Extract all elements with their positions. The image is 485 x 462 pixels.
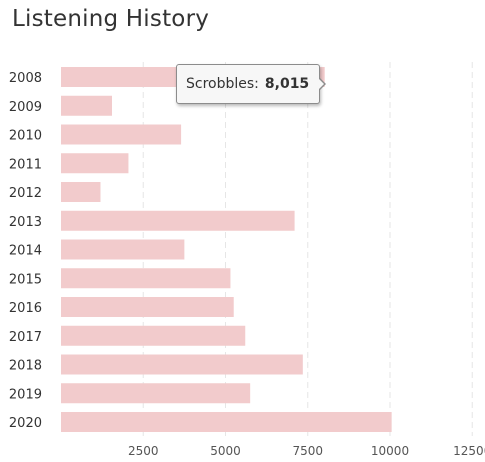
bar-tooltip: Scrobbles: 8,015 [176, 64, 326, 104]
category-label-2008: 2008 [9, 71, 42, 86]
category-label-2019: 2019 [9, 387, 42, 402]
bar-2020 [61, 412, 392, 432]
bar-2017 [61, 325, 246, 346]
bar-2019 [61, 383, 251, 404]
bar-2013 [61, 210, 295, 231]
bar-2012 [61, 182, 101, 202]
category-label-2013: 2013 [9, 215, 42, 230]
bar-2016 [61, 297, 234, 317]
bar-2009 [61, 95, 112, 116]
category-label-2011: 2011 [9, 157, 42, 172]
category-label-2020: 2020 [9, 416, 42, 431]
bar-2010 [61, 124, 182, 145]
x-tick-label-5000: 5000 [210, 444, 241, 458]
category-label-2017: 2017 [9, 330, 42, 345]
bar-2015 [61, 268, 231, 289]
category-label-2010: 2010 [9, 129, 42, 144]
tooltip-pointer-fill [318, 78, 324, 90]
x-tick-label-10000: 10000 [371, 444, 409, 458]
bar-2014 [61, 239, 185, 260]
category-label-2009: 2009 [9, 100, 42, 115]
tooltip-label: Scrobbles: [186, 76, 259, 92]
category-label-2018: 2018 [9, 359, 42, 374]
category-label-2012: 2012 [9, 186, 42, 201]
x-tick-label-2500: 2500 [128, 444, 159, 458]
category-label-2014: 2014 [9, 244, 42, 259]
bar-2011 [61, 153, 129, 174]
category-label-2015: 2015 [9, 272, 42, 287]
bar-2018 [61, 354, 303, 375]
chart-title: Listening History [12, 6, 210, 32]
x-tick-label-7500: 7500 [292, 444, 323, 458]
x-tick-label-12500: 12500 [453, 444, 485, 458]
category-label-2016: 2016 [9, 301, 42, 316]
tooltip-value: 8,015 [264, 76, 310, 92]
